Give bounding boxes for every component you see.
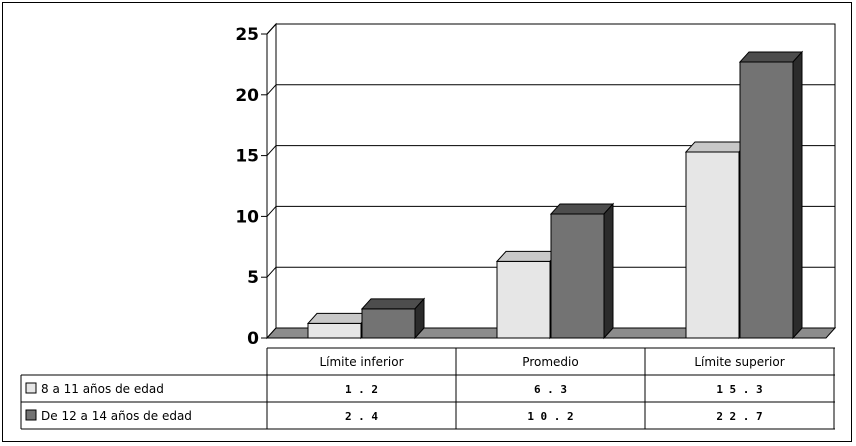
y-tick-label: 5 (247, 268, 259, 288)
y-tick-label: 15 (235, 147, 259, 167)
legend-label: De 12 a 14 años de edad (41, 409, 192, 423)
bar-top (495, 250, 561, 262)
data-label: 6 . 3 (534, 383, 567, 396)
data-label: 2 . 4 (345, 410, 378, 423)
gridline-side (266, 266, 277, 278)
data-label: 1 5 . 3 (716, 383, 762, 396)
bar-side (603, 202, 614, 340)
gridline-side (266, 145, 277, 156)
category-label: Promedio (522, 355, 578, 369)
plot-side-wall (266, 22, 277, 340)
bar-top (360, 298, 426, 310)
legend-swatch (25, 409, 37, 421)
data-label: 1 0 . 2 (527, 410, 573, 423)
category-label: Límite superior (694, 355, 784, 369)
bar-side (414, 297, 425, 340)
bar-top (306, 312, 372, 324)
category-label: Límite inferior (319, 355, 403, 369)
bar-side (792, 50, 803, 340)
chart-frame (2, 2, 852, 442)
y-tick-label: 25 (235, 25, 259, 45)
bar-top (549, 203, 615, 215)
bar-top (684, 141, 750, 153)
data-label: 1 . 2 (345, 383, 378, 396)
gridline-side (266, 23, 277, 35)
bar (550, 213, 605, 339)
gridline-side (266, 84, 277, 96)
bar (496, 260, 551, 339)
y-tick-label: 20 (235, 86, 259, 106)
bar (307, 322, 362, 339)
gridline-side (266, 206, 277, 217)
bar (685, 151, 740, 339)
data-label: 2 2 . 7 (716, 410, 762, 423)
y-tick-label: 0 (247, 329, 259, 349)
legend-label: 8 a 11 años de edad (41, 382, 164, 396)
bar (739, 61, 794, 339)
y-tick-label: 10 (235, 207, 259, 227)
bar-top (738, 51, 804, 63)
bar (361, 308, 416, 339)
legend-swatch (25, 382, 37, 394)
